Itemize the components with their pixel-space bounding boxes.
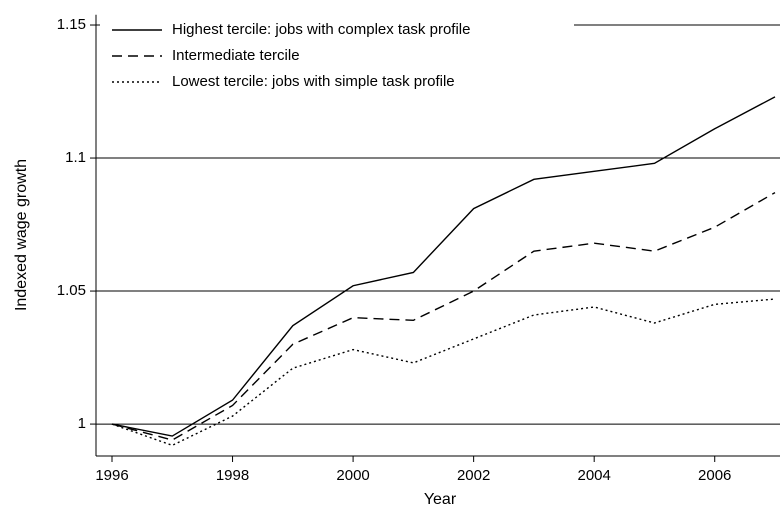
x-tick-label: 2002 (457, 467, 490, 484)
y-axis-title: Indexed wage growth (13, 159, 30, 311)
legend-label: Intermediate tercile (172, 47, 300, 64)
x-tick-label: 1998 (216, 467, 249, 484)
legend-label: Highest tercile: jobs with complex task … (172, 21, 470, 38)
series-line (111, 192, 776, 441)
y-tick-label: 1.1 (65, 149, 86, 166)
x-tick-label: 2006 (698, 467, 731, 484)
x-tick-label: 1996 (95, 467, 128, 484)
y-tick-label: 1.15 (57, 16, 86, 33)
legend: Highest tercile: jobs with complex task … (100, 16, 574, 102)
series-line (111, 298, 776, 447)
y-tick-label: 1.05 (57, 282, 86, 299)
legend-box (100, 16, 574, 102)
x-tick-label: 2000 (336, 467, 369, 484)
y-tick-label: 1 (78, 415, 86, 432)
x-axis-title: Year (424, 491, 457, 508)
legend-label: Lowest tercile: jobs with simple task pr… (172, 73, 455, 90)
x-tick-label: 2004 (577, 467, 610, 484)
series-line (111, 96, 776, 437)
